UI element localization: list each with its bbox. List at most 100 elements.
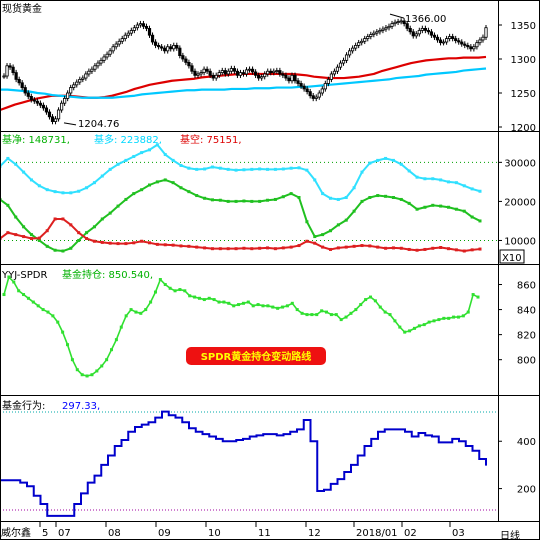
series-基空-point bbox=[226, 247, 230, 251]
series-基空-point bbox=[439, 246, 443, 249]
series-基净-point bbox=[384, 194, 388, 198]
series-基空-point bbox=[53, 217, 57, 221]
series-基净-point bbox=[399, 197, 403, 201]
candle-body bbox=[475, 42, 479, 48]
series-基空-point bbox=[100, 240, 104, 244]
series-基空-point bbox=[281, 246, 285, 250]
series-holdings-point bbox=[75, 368, 79, 372]
series-holdings-point bbox=[403, 330, 407, 334]
series-holdings-point bbox=[144, 308, 148, 312]
series-holdings-point bbox=[437, 318, 441, 322]
candle-body bbox=[235, 70, 240, 76]
series-基净-point bbox=[163, 178, 167, 182]
series-基多-point bbox=[155, 143, 159, 147]
series-基多-point bbox=[69, 191, 73, 195]
series-holdings-point bbox=[149, 300, 153, 304]
candle-body bbox=[266, 70, 270, 75]
candle-body bbox=[108, 50, 112, 55]
series-holdings-point bbox=[212, 298, 216, 302]
series-基净-point bbox=[423, 205, 427, 209]
candle-body bbox=[405, 23, 409, 29]
series-基空-point bbox=[234, 247, 238, 251]
series-holdings-point bbox=[393, 319, 397, 323]
series-holdings-point bbox=[237, 303, 241, 307]
candle-body bbox=[384, 27, 388, 30]
series-基空-point bbox=[92, 239, 96, 243]
candle-body bbox=[114, 43, 118, 48]
candle-body bbox=[460, 41, 464, 45]
series-holdings-point bbox=[85, 374, 89, 378]
candle-body bbox=[390, 23, 394, 27]
x-tick-label: 10 bbox=[208, 528, 221, 539]
candle-body bbox=[287, 77, 291, 82]
candle-body bbox=[87, 70, 91, 75]
series-基多-point bbox=[6, 156, 10, 160]
series-holdings-point bbox=[129, 308, 133, 312]
series-基净-point bbox=[6, 203, 10, 207]
candle-body bbox=[17, 79, 21, 84]
y-tick-label: 200 bbox=[517, 485, 536, 496]
series-基空-point bbox=[313, 241, 317, 245]
candle-body bbox=[132, 27, 136, 31]
series-基净-point bbox=[313, 235, 317, 239]
positions-panel: 10000 20000 30000 基净: 148731, 基多: 223882, 基空:… bbox=[0, 133, 536, 264]
series-holdings-point bbox=[368, 295, 372, 299]
series-基空-point bbox=[218, 247, 222, 251]
series-基空-point bbox=[242, 246, 246, 250]
candle-body bbox=[75, 81, 79, 86]
candle-body bbox=[56, 109, 61, 120]
series-holdings-point bbox=[334, 313, 338, 317]
series-基空-point bbox=[14, 233, 18, 237]
series-基多-point bbox=[321, 192, 325, 196]
low-annotation: 1204.76 bbox=[78, 119, 119, 130]
candle-body bbox=[293, 74, 297, 82]
series-基多-point bbox=[344, 196, 348, 199]
candle-body bbox=[172, 45, 176, 50]
series-基净-point bbox=[321, 233, 325, 237]
candle-body bbox=[96, 62, 100, 67]
high-annotation: 1366.00 bbox=[405, 14, 446, 25]
series-holdings-point bbox=[422, 323, 426, 327]
candle-body bbox=[335, 66, 340, 72]
series-基空-point bbox=[195, 245, 199, 249]
candle-body bbox=[217, 72, 221, 76]
series-基空-point bbox=[37, 236, 41, 240]
candle-body bbox=[369, 34, 373, 37]
candle-body bbox=[378, 30, 382, 33]
series-基空-point bbox=[77, 231, 81, 235]
series-基空-point bbox=[124, 242, 128, 246]
candle-body bbox=[426, 30, 431, 33]
series-holdings-point bbox=[246, 300, 250, 304]
candle-body bbox=[50, 116, 55, 122]
candle-body bbox=[178, 47, 182, 56]
series-基空-point bbox=[415, 248, 419, 252]
series-基净-point bbox=[297, 196, 301, 199]
series-基净-point bbox=[155, 180, 159, 184]
series-holdings-point bbox=[427, 320, 431, 324]
series-基空-point bbox=[6, 231, 10, 235]
series-基净-point bbox=[336, 223, 340, 227]
series-基多-point bbox=[462, 184, 466, 188]
series-基净-point bbox=[69, 246, 73, 250]
series-基多-point bbox=[163, 153, 167, 157]
candle-body bbox=[129, 30, 133, 34]
series-基空-point bbox=[384, 246, 388, 250]
candle-body bbox=[226, 70, 230, 75]
legend-item: 基空: 75151, bbox=[180, 133, 242, 146]
candle-body bbox=[193, 70, 197, 76]
series-holdings-point bbox=[241, 301, 245, 305]
candle-body bbox=[169, 46, 173, 50]
candle-body bbox=[323, 83, 327, 90]
series-holdings-point bbox=[197, 296, 201, 300]
y-tick-label: 840 bbox=[517, 306, 536, 317]
series-基净-point bbox=[242, 199, 246, 203]
series-基空-point bbox=[470, 248, 474, 252]
series-基空-point bbox=[447, 247, 451, 251]
candle-body bbox=[47, 111, 52, 118]
legend-item: 基多: 223882, bbox=[94, 133, 162, 146]
candle-body bbox=[278, 70, 282, 75]
candle-body bbox=[84, 73, 88, 79]
series-基空-point bbox=[45, 229, 49, 233]
candle-body bbox=[181, 55, 185, 60]
series-基空-point bbox=[85, 237, 89, 241]
